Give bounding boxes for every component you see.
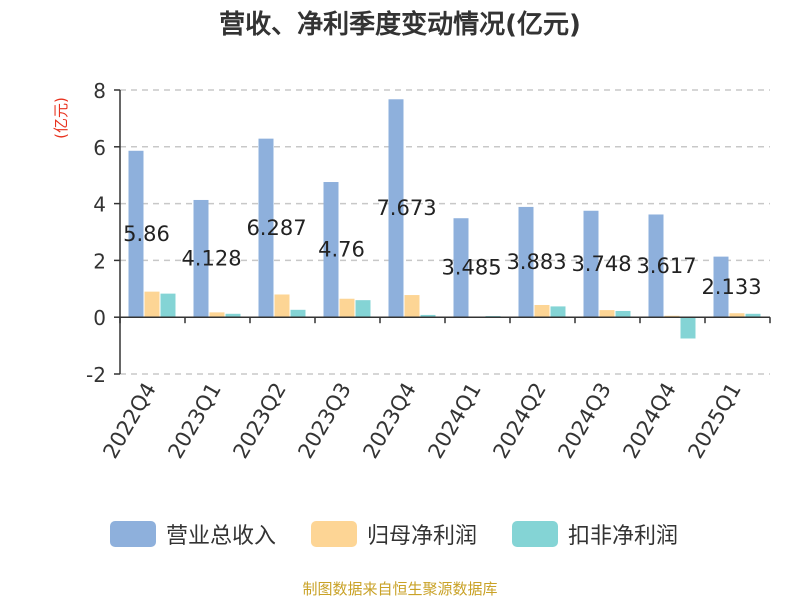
x-tick-label: 2022Q4: [98, 379, 160, 463]
bar[interactable]: [420, 314, 436, 318]
axes: [114, 89, 771, 375]
legend-swatch-revenue: [110, 521, 156, 547]
bar[interactable]: [355, 300, 371, 318]
bar[interactable]: [404, 295, 420, 318]
bar[interactable]: [680, 317, 696, 339]
bar[interactable]: [518, 206, 534, 318]
grid-lines: [120, 89, 770, 375]
y-tick-label: 4: [93, 193, 106, 217]
bar[interactable]: [550, 306, 566, 318]
x-tick-label: 2024Q3: [553, 379, 615, 463]
bar[interactable]: [648, 214, 664, 318]
data-label: 3.617: [636, 254, 696, 278]
source-footer: 制图数据来自恒生聚源数据库: [302, 580, 498, 598]
legend-swatch-net-profit: [311, 521, 357, 547]
y-tick-label: 0: [93, 306, 106, 330]
bar[interactable]: [274, 294, 290, 318]
y-tick-label: -2: [86, 363, 106, 387]
bar[interactable]: [258, 138, 274, 318]
data-label: 3.748: [571, 252, 631, 276]
y-tick-label: 8: [93, 79, 106, 103]
chart-title: 营收、净利季度变动情况(亿元): [219, 10, 581, 40]
x-tick-label: 2024Q2: [488, 379, 550, 463]
data-label: 3.883: [506, 250, 566, 274]
data-label: 6.287: [246, 216, 306, 240]
legend-item-net-profit[interactable]: 归母净利润: [311, 518, 477, 550]
legend-swatch-deducted-profit: [512, 521, 558, 547]
bars: [128, 99, 761, 339]
x-tick-label: 2025Q1: [683, 379, 745, 463]
data-label: 4.128: [181, 247, 241, 271]
bar[interactable]: [534, 304, 550, 318]
bar[interactable]: [160, 293, 176, 318]
bar[interactable]: [745, 313, 761, 318]
bar[interactable]: [193, 199, 209, 318]
bar[interactable]: [339, 298, 355, 318]
y-tick-label: 2: [93, 249, 106, 273]
y-tick-label: 6: [93, 136, 106, 160]
bar[interactable]: [209, 312, 225, 318]
bar[interactable]: [290, 309, 306, 318]
bar[interactable]: [729, 313, 745, 318]
bar[interactable]: [615, 310, 631, 318]
data-label: 5.86: [123, 222, 170, 246]
bar[interactable]: [599, 310, 615, 318]
legend-item-deducted-profit[interactable]: 扣非净利润: [512, 518, 678, 550]
bar[interactable]: [128, 150, 144, 318]
legend-label-revenue: 营业总收入: [166, 524, 277, 549]
data-label: 7.673: [376, 196, 436, 220]
x-tick-label: 2024Q1: [423, 379, 485, 463]
bar[interactable]: [225, 313, 241, 318]
x-tick-label: 2023Q2: [228, 379, 290, 463]
legend-label-net-profit: 归母净利润: [367, 524, 478, 549]
x-tick-label: 2024Q4: [618, 379, 680, 463]
bar[interactable]: [713, 256, 729, 318]
legend-item-revenue[interactable]: 营业总收入: [110, 518, 276, 550]
data-label: 4.76: [318, 238, 365, 262]
bar[interactable]: [144, 291, 160, 318]
bar[interactable]: [453, 218, 469, 318]
x-tick-label: 2023Q1: [163, 379, 225, 463]
bar[interactable]: [323, 182, 339, 318]
data-label: 2.133: [701, 275, 761, 299]
legend-label-deducted-profit: 扣非净利润: [568, 524, 679, 549]
y-axis-label: (亿元): [52, 97, 70, 139]
bar[interactable]: [388, 99, 404, 318]
bar[interactable]: [583, 210, 599, 318]
data-label: 3.485: [441, 256, 501, 280]
x-tick-label: 2023Q3: [293, 379, 355, 463]
x-tick-label: 2023Q4: [358, 379, 420, 463]
